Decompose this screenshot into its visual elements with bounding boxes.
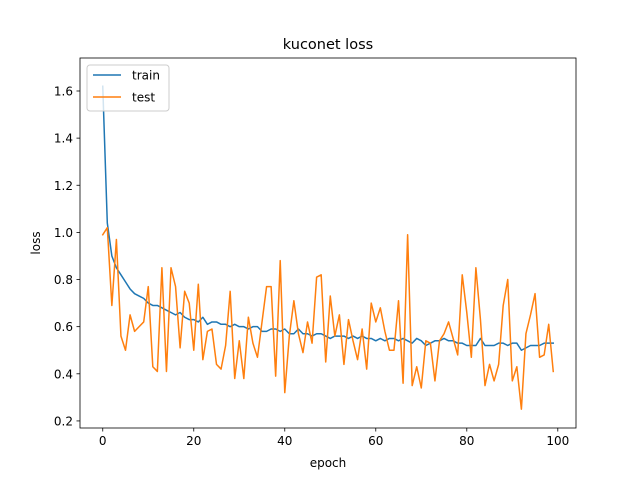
y-tick-label: 0.6 — [54, 320, 73, 334]
x-tick-label: 40 — [277, 434, 292, 448]
legend: train test — [86, 64, 170, 112]
plot-area — [80, 58, 576, 428]
legend-label-test: test — [132, 91, 155, 105]
x-axis-ticks: 0 20 40 60 80 100 — [99, 428, 569, 448]
series-line-test — [101, 226, 555, 410]
plot-frame — [79, 57, 577, 429]
series-layer — [101, 85, 555, 410]
legend-box — [86, 64, 170, 112]
y-tick-label: 1.2 — [54, 179, 73, 193]
y-axis-label: loss — [29, 231, 43, 254]
y-tick-label: 1.0 — [54, 226, 73, 240]
x-axis-label: epoch — [310, 456, 347, 470]
x-tick-label: 100 — [546, 434, 569, 448]
legend-label-train: train — [132, 69, 160, 83]
chart-title: kuconet loss — [283, 37, 373, 53]
x-tick-label: 20 — [186, 434, 201, 448]
y-tick-label: 1.4 — [54, 132, 73, 146]
x-tick-label: 60 — [368, 434, 383, 448]
x-tick-label: 0 — [99, 434, 107, 448]
x-tick-label: 80 — [459, 434, 474, 448]
y-tick-label: 0.8 — [54, 273, 73, 287]
y-tick-label: 0.4 — [54, 367, 73, 381]
y-tick-label: 0.2 — [54, 414, 73, 428]
y-axis-ticks: 0.2 0.4 0.6 0.8 1.0 1.2 1.4 1.6 — [54, 84, 80, 428]
y-tick-label: 1.6 — [54, 84, 73, 98]
